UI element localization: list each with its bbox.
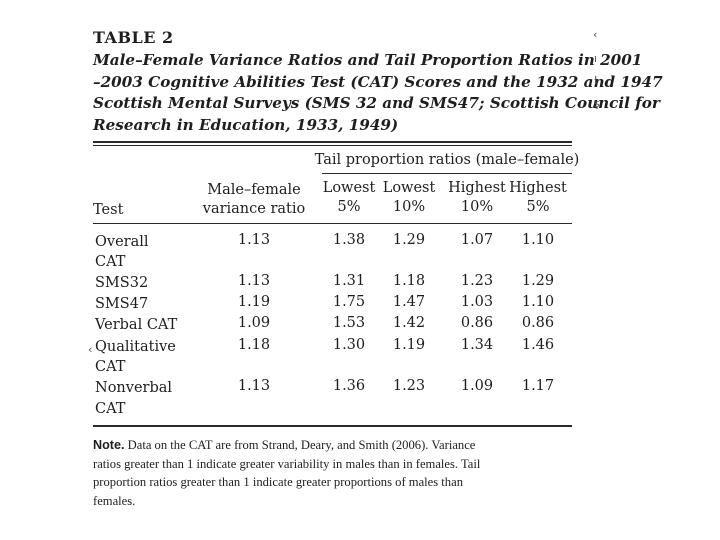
note-line: females. (93, 493, 136, 508)
margin-mark: ş (594, 97, 600, 110)
note-line: proportion ratios greater than 1 indicat… (93, 475, 463, 489)
cell-lowest5: 1.31 (332, 273, 366, 289)
row-test: Qualitative (95, 339, 176, 355)
cell-variance: 1.13 (237, 378, 271, 394)
margin-mark: ‹ (88, 343, 93, 356)
cell-variance: 1.18 (237, 337, 271, 353)
col-header-variance-2: variance ratio (202, 201, 306, 217)
cell-highest10: 0.86 (460, 315, 494, 331)
cell-variance: 1.19 (237, 294, 271, 310)
cell-variance: 1.09 (237, 315, 271, 331)
top-rule-thin (93, 145, 572, 146)
col-header-test: Test (93, 202, 124, 218)
cell-highest5: 0.86 (521, 315, 555, 331)
row-test-cont: CAT (95, 359, 126, 375)
table-label: TABLE 2 (93, 28, 174, 47)
col-header-lowest5-2: 5% (337, 199, 361, 215)
margin-mark: I (594, 74, 598, 87)
col-header-lowest10-1: Lowest (382, 180, 436, 196)
row-test: Overall (95, 234, 149, 250)
cell-highest5: 1.29 (521, 273, 555, 289)
cell-highest10: 1.34 (460, 337, 494, 353)
table-title: Male–Female Variance Ratios and Tail Pro… (93, 50, 663, 136)
cell-highest5: 1.10 (521, 294, 555, 310)
col-header-variance-1: Male–female (207, 182, 301, 198)
cell-highest10: 1.07 (460, 232, 494, 248)
margin-mark: ‹ (593, 28, 598, 41)
row-test: SMS32 (95, 275, 149, 291)
col-header-highest5-1: Highest (509, 180, 567, 196)
cell-lowest5: 1.30 (332, 337, 366, 353)
cell-lowest5: 1.38 (332, 232, 366, 248)
cell-variance: 1.13 (237, 232, 271, 248)
bottom-rule (93, 425, 572, 427)
cell-variance: 1.13 (237, 273, 271, 289)
row-test-cont: CAT (95, 401, 126, 417)
top-rule (93, 141, 572, 143)
spanner-header: Tail proportion ratios (male–female) (314, 152, 580, 168)
cell-highest10: 1.23 (460, 273, 494, 289)
cell-lowest10: 1.42 (392, 315, 426, 331)
col-header-lowest10-2: 10% (392, 199, 426, 215)
margin-mark: ı (594, 52, 598, 65)
row-test-cont: CAT (95, 254, 126, 270)
note-text: Data on the CAT are from Strand, Deary, … (124, 438, 476, 452)
cell-highest5: 1.46 (521, 337, 555, 353)
note-label: Note. (93, 438, 125, 452)
note-line: Note. Data on the CAT are from Strand, D… (93, 436, 572, 455)
cell-lowest10: 1.47 (392, 294, 426, 310)
col-header-highest5-2: 5% (526, 199, 550, 215)
note-line: ratios greater than 1 indicate greater v… (93, 456, 481, 471)
cell-lowest5: 1.75 (332, 294, 366, 310)
title-line: Scottish Mental Surveys (SMS 32 and SMS4… (93, 94, 660, 112)
spanner-rule (322, 173, 572, 174)
cell-lowest5: 1.53 (332, 315, 366, 331)
title-line: Research in Education, 1933, 1949) (93, 115, 399, 134)
cell-highest10: 1.09 (460, 378, 494, 394)
col-header-highest10-1: Highest (448, 180, 506, 196)
cell-lowest10: 1.23 (392, 378, 426, 394)
header-rule (93, 223, 572, 224)
title-line: Male–Female Variance Ratios and Tail Pro… (93, 51, 643, 69)
cell-lowest10: 1.29 (392, 232, 426, 248)
cell-lowest5: 1.36 (332, 378, 366, 394)
cell-highest5: 1.17 (521, 378, 555, 394)
col-header-highest10-2: 10% (460, 199, 494, 215)
table-note: Note. Data on the CAT are from Strand, D… (93, 436, 572, 510)
row-test: SMS47 (95, 296, 149, 312)
title-line: –2003 Cognitive Abilities Test (CAT) Sco… (93, 72, 663, 91)
col-header-lowest5-1: Lowest (322, 180, 376, 196)
cell-highest5: 1.10 (521, 232, 555, 248)
cell-lowest10: 1.18 (392, 273, 426, 289)
cell-highest10: 1.03 (460, 294, 494, 310)
row-test: Verbal CAT (95, 317, 178, 333)
cell-lowest10: 1.19 (392, 337, 426, 353)
row-test: Nonverbal (95, 380, 173, 396)
